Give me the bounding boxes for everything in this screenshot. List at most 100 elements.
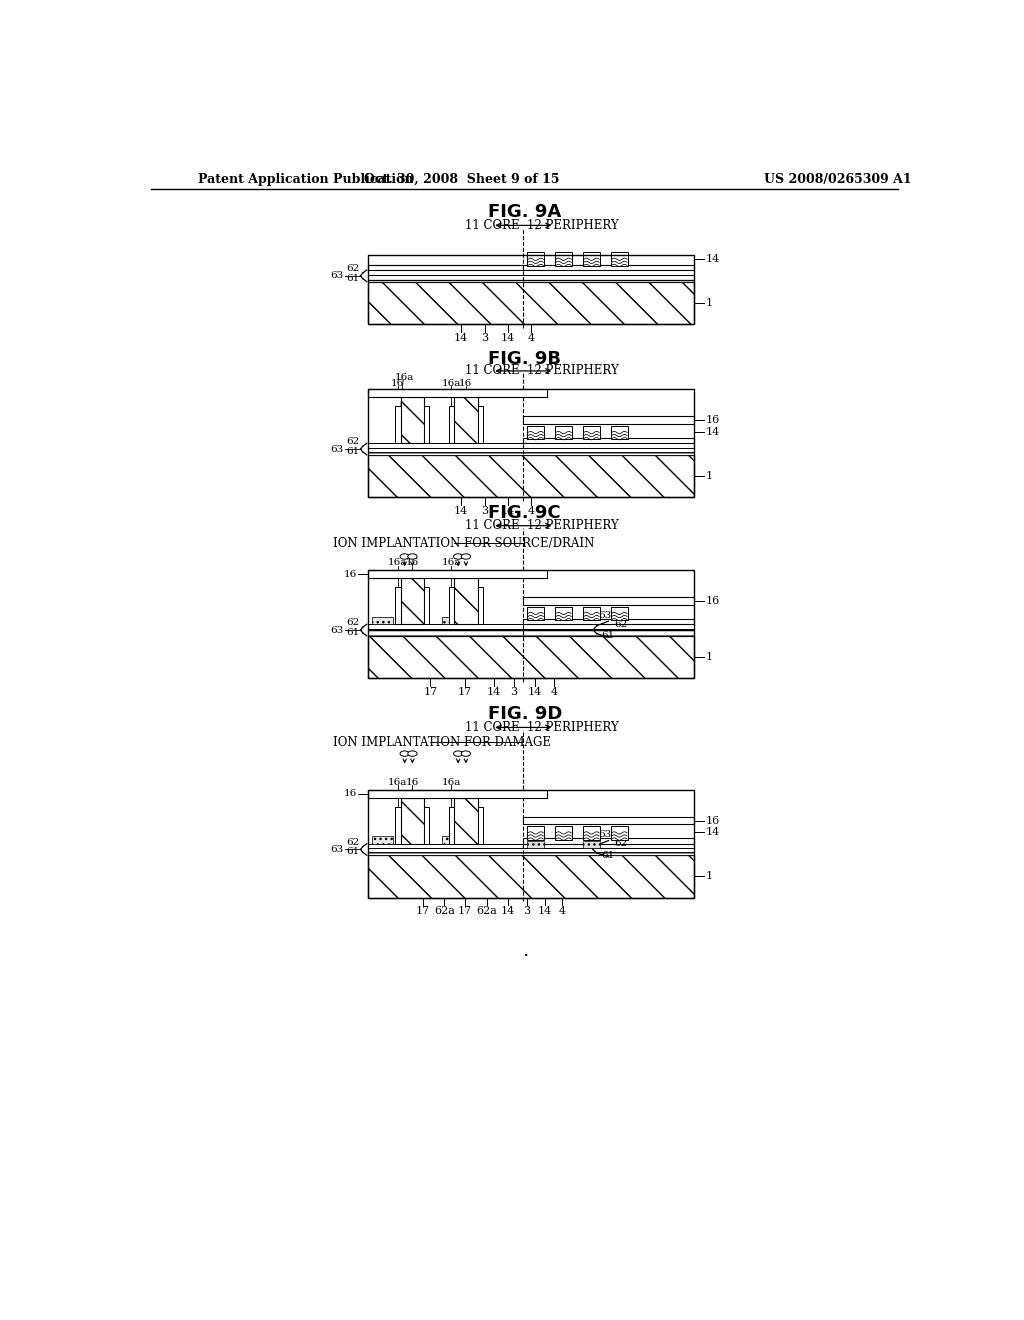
Text: 61: 61 <box>346 847 359 857</box>
Text: 3: 3 <box>481 506 488 516</box>
Text: FIG. 9A: FIG. 9A <box>488 203 561 222</box>
Bar <box>369 636 693 678</box>
Text: 16a: 16a <box>388 777 408 787</box>
Bar <box>369 570 547 578</box>
Bar <box>442 836 460 843</box>
Ellipse shape <box>400 751 410 756</box>
Text: 17: 17 <box>416 907 429 916</box>
Text: 16: 16 <box>406 777 419 787</box>
Bar <box>527 425 544 440</box>
Text: 63: 63 <box>330 626 343 635</box>
Bar <box>555 252 572 267</box>
Bar <box>369 275 693 281</box>
Text: 4: 4 <box>551 686 558 697</box>
Text: 62: 62 <box>614 840 628 849</box>
Bar <box>455 397 477 444</box>
Text: 61: 61 <box>346 628 359 636</box>
Bar <box>369 455 693 498</box>
Text: 3: 3 <box>510 686 517 697</box>
Text: 4: 4 <box>527 333 535 343</box>
Bar <box>449 407 455 444</box>
Text: 14: 14 <box>454 506 468 516</box>
Text: 63: 63 <box>330 445 343 454</box>
Ellipse shape <box>461 751 471 756</box>
Text: 12 PERIPHERY: 12 PERIPHERY <box>527 219 618 232</box>
Text: FIG. 9C: FIG. 9C <box>488 504 561 521</box>
Text: FIG. 9B: FIG. 9B <box>488 350 561 367</box>
Text: 12 PERIPHERY: 12 PERIPHERY <box>527 721 618 734</box>
Text: Oct. 30, 2008  Sheet 9 of 15: Oct. 30, 2008 Sheet 9 of 15 <box>364 173 559 186</box>
Bar <box>372 616 393 624</box>
Text: 14: 14 <box>706 426 720 437</box>
Bar <box>369 255 693 323</box>
Bar <box>555 607 572 620</box>
Bar <box>583 841 600 849</box>
Bar <box>424 407 429 444</box>
Text: 16: 16 <box>406 558 419 568</box>
Text: 3: 3 <box>481 333 488 343</box>
Bar <box>442 616 460 624</box>
Bar <box>477 587 483 624</box>
Text: 17: 17 <box>458 907 472 916</box>
Text: ION IMPLANTATION FOR DAMAGE: ION IMPLANTATION FOR DAMAGE <box>334 735 551 748</box>
Text: 16: 16 <box>706 816 720 825</box>
Text: 1: 1 <box>706 871 713 882</box>
Bar <box>369 271 693 275</box>
Bar <box>527 607 544 620</box>
Bar <box>395 587 400 624</box>
Text: 16a: 16a <box>441 558 461 568</box>
Bar <box>455 797 477 843</box>
Text: 62: 62 <box>614 620 628 628</box>
Text: 16: 16 <box>460 379 472 388</box>
Bar <box>369 389 547 397</box>
Bar <box>372 836 393 843</box>
Bar <box>555 826 572 840</box>
Text: 4: 4 <box>527 506 535 516</box>
Text: 12 PERIPHERY: 12 PERIPHERY <box>527 364 618 378</box>
Text: 11 CORE: 11 CORE <box>465 219 519 232</box>
Bar <box>369 570 693 678</box>
Bar <box>523 817 693 825</box>
Text: 62a: 62a <box>476 907 498 916</box>
Bar <box>455 578 477 624</box>
Bar <box>449 587 455 624</box>
Bar <box>449 807 455 843</box>
Bar <box>400 797 424 843</box>
Bar <box>369 789 547 797</box>
Text: 63: 63 <box>598 830 611 840</box>
Text: 12 PERIPHERY: 12 PERIPHERY <box>527 519 618 532</box>
Bar <box>400 397 424 444</box>
Text: 4: 4 <box>558 907 565 916</box>
Bar <box>400 578 424 624</box>
Bar <box>424 807 429 843</box>
Bar <box>583 826 600 840</box>
Bar <box>611 252 628 267</box>
Ellipse shape <box>461 554 471 560</box>
Text: 14: 14 <box>486 686 501 697</box>
Text: 16a: 16a <box>395 372 415 381</box>
Bar <box>477 807 483 843</box>
Text: 14: 14 <box>501 907 515 916</box>
Text: 11 CORE: 11 CORE <box>465 721 519 734</box>
Text: Patent Application Publication: Patent Application Publication <box>198 173 414 186</box>
Bar <box>369 389 693 498</box>
Bar <box>369 281 693 323</box>
Text: ION IMPLANTATION FOR SOURCE/DRAIN: ION IMPLANTATION FOR SOURCE/DRAIN <box>334 537 595 550</box>
Text: 16: 16 <box>343 789 356 799</box>
Bar <box>523 264 693 271</box>
Bar <box>369 264 523 271</box>
Bar <box>424 587 429 624</box>
Text: 62: 62 <box>346 264 359 273</box>
Text: 17: 17 <box>458 686 472 697</box>
Bar <box>369 849 693 855</box>
Text: 16: 16 <box>706 597 720 606</box>
Bar <box>611 826 628 840</box>
Text: 62: 62 <box>346 838 359 846</box>
Bar <box>583 425 600 440</box>
Bar <box>369 789 693 898</box>
Bar <box>523 838 693 843</box>
Text: 17: 17 <box>423 686 437 697</box>
Text: 16a: 16a <box>441 379 461 388</box>
Bar <box>395 407 400 444</box>
Text: 62: 62 <box>346 437 359 446</box>
